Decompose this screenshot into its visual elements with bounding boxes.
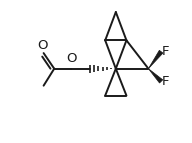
- Text: F: F: [162, 45, 169, 58]
- Polygon shape: [148, 50, 163, 69]
- Text: O: O: [66, 52, 76, 65]
- Text: F: F: [162, 75, 169, 88]
- Polygon shape: [148, 69, 163, 83]
- Text: O: O: [38, 39, 48, 52]
